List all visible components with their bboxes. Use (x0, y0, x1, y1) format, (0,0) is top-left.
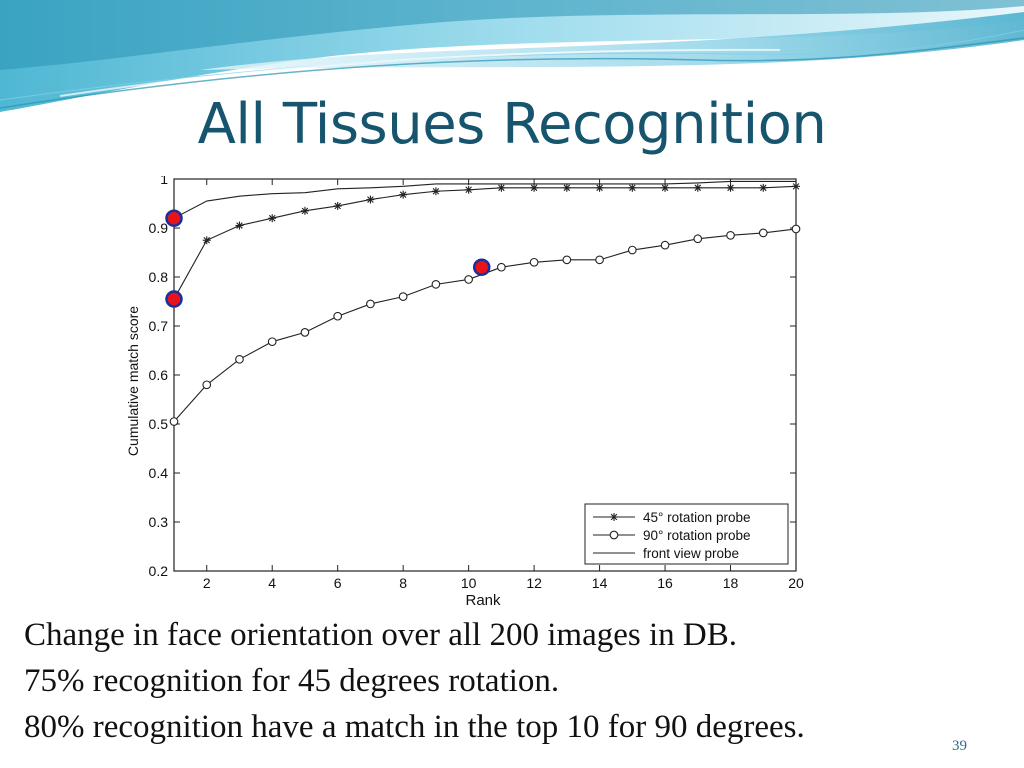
circle-marker (660, 240, 670, 250)
circle-marker (791, 224, 801, 234)
circle-marker (300, 328, 310, 337)
legend-entry: front view probe (593, 546, 739, 561)
legend-label: 90° rotation probe (643, 528, 750, 543)
star-marker (497, 183, 506, 192)
slide-title: All Tissues Recognition (197, 92, 827, 157)
star-marker (693, 183, 702, 192)
chart-panel: 2 4 6 8 10 12 14 16 18 20 0.2 0.3 0.4 0.5 0.6 0.7 0.8 0.9… (92, 176, 842, 608)
x-axis-label: Rank (465, 592, 501, 608)
circle-marker (562, 255, 572, 265)
legend-label: front view probe (643, 546, 739, 561)
star-marker (399, 190, 408, 199)
series-3 (173, 180, 796, 219)
chart-legend: 45° rotation probe 90° rotation probe fron… (584, 503, 789, 565)
series-line (173, 228, 797, 422)
star-marker (610, 513, 618, 521)
x-tick-label: 4 (268, 575, 276, 591)
series-1 (170, 182, 800, 304)
series-line (173, 185, 797, 300)
highlight-marker (165, 290, 183, 308)
x-tick-label: 18 (723, 575, 739, 591)
background-wave-decoration (0, 0, 1024, 112)
star-marker (595, 183, 604, 192)
circle-marker (497, 262, 506, 272)
cumulative-match-chart: 2 4 6 8 10 12 14 16 18 20 0.2 0.3 0.4 0.5 0.6 0.7 0.8 0.9… (125, 176, 804, 608)
legend-entry: 90° rotation probe (593, 528, 750, 543)
star-marker (235, 221, 244, 230)
highlight-marker (165, 209, 183, 227)
x-tick-label: 20 (788, 575, 804, 591)
axes-layer: 2 4 6 8 10 12 14 16 18 20 0.2 0.3 0.4 0.5 0.6 0.7 0.8 0.9… (149, 176, 804, 591)
y-tick-label: 0.3 (149, 514, 169, 530)
series-2 (169, 224, 801, 426)
circle-marker (529, 257, 539, 267)
star-marker (530, 183, 539, 192)
y-tick-label: 0.9 (149, 220, 169, 236)
caption-line: Change in face orientation over all 200 … (24, 617, 737, 653)
x-tick-label: 14 (592, 575, 608, 591)
star-marker (628, 183, 637, 192)
circle-marker (431, 279, 441, 289)
star-marker (366, 195, 375, 204)
star-marker (759, 183, 768, 192)
y-tick-label: 0.2 (149, 563, 169, 579)
series-line (173, 180, 796, 219)
highlight-layer (165, 209, 491, 308)
legend-box (584, 503, 789, 565)
star-marker (431, 187, 440, 196)
circle-marker (758, 228, 768, 238)
circle-marker (333, 311, 343, 321)
slide-number: 39 (952, 738, 967, 754)
y-tick-label: 1 (160, 176, 168, 187)
legend-entry: 45° rotation probe (593, 510, 750, 525)
series-layer (169, 180, 801, 426)
star-marker (300, 206, 309, 215)
star-marker (726, 183, 735, 192)
x-tick-label: 2 (203, 575, 211, 591)
circle-marker (726, 230, 735, 240)
star-marker (562, 183, 571, 192)
star-marker (202, 236, 211, 245)
circle-marker (464, 275, 473, 284)
circle-marker (595, 255, 604, 265)
x-tick-label: 8 (399, 575, 407, 591)
circle-marker (398, 292, 408, 301)
legend-label: 45° rotation probe (643, 510, 750, 525)
caption-line: 80% recognition have a match in the top … (24, 709, 805, 745)
star-marker (333, 201, 342, 210)
circle-marker (627, 245, 637, 255)
y-tick-label: 0.5 (149, 416, 169, 432)
caption-line: 75% recognition for 45 degrees rotation. (24, 663, 560, 699)
circle-marker (267, 337, 277, 347)
circle-marker (169, 417, 179, 426)
caption-block: Change in face orientation over all 200 … (24, 612, 1014, 750)
highlight-marker (472, 258, 491, 276)
x-tick-label: 10 (461, 575, 477, 591)
circle-marker (366, 299, 375, 309)
star-marker (268, 214, 277, 223)
x-tick-label: 6 (334, 575, 342, 591)
y-tick-label: 0.8 (149, 269, 169, 285)
x-tick-label: 16 (657, 575, 673, 591)
y-tick-label: 0.6 (149, 367, 169, 383)
star-marker (464, 185, 473, 194)
circle-marker (609, 530, 619, 540)
circle-marker (202, 380, 212, 390)
star-marker (792, 182, 800, 191)
circle-marker (235, 354, 244, 364)
x-tick-label: 12 (526, 575, 542, 591)
circle-marker (693, 234, 703, 244)
y-tick-label: 0.7 (149, 318, 169, 334)
y-axis-label: Cumulative match score (125, 306, 141, 456)
star-marker (661, 183, 670, 192)
y-tick-label: 0.4 (149, 465, 169, 481)
